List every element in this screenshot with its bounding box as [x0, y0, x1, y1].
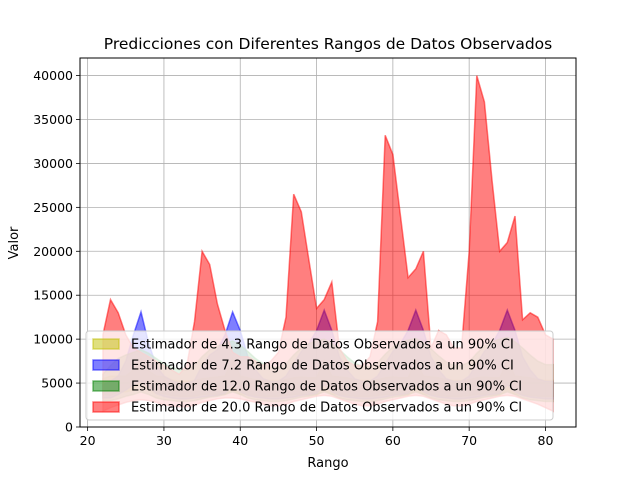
y-tick-label: 25000 [33, 200, 73, 215]
legend-label: Estimador de 12.0 Rango de Datos Observa… [131, 380, 522, 395]
y-tick-label: 30000 [33, 156, 73, 171]
legend-swatch [92, 380, 120, 392]
y-tick-label: 40000 [33, 68, 73, 83]
x-tick-label: 50 [309, 433, 325, 448]
x-tick-label: 20 [80, 433, 96, 448]
legend-label: Estimador de 4.3 Rango de Datos Observad… [131, 338, 514, 353]
legend-swatch [92, 401, 120, 413]
x-tick-label: 70 [461, 433, 477, 448]
legend: Estimador de 4.3 Rango de Datos Observad… [85, 330, 554, 421]
y-axis-title: Valor [7, 226, 22, 259]
legend-swatch [92, 338, 120, 350]
y-tick-label: 20000 [33, 244, 73, 259]
y-tick-label: 15000 [33, 288, 73, 303]
x-tick-label: 80 [538, 433, 554, 448]
x-axis-title: Rango [307, 456, 348, 471]
legend-swatch [92, 359, 120, 371]
x-tick-label: 40 [232, 433, 248, 448]
y-tick-label: 0 [65, 420, 73, 435]
plot-frame [79, 57, 577, 428]
legend-box [85, 330, 554, 421]
axis-ticks: 20 30 40 50 60 70 80 0 5000 10000 15000 20000 25000 3… [33, 68, 553, 448]
legend-label: Estimador de 20.0 Rango de Datos Observa… [131, 401, 522, 416]
y-tick-label: 5000 [41, 376, 73, 391]
chart-title: Predicciones con Diferentes Rangos de Da… [104, 35, 552, 53]
x-tick-label: 30 [156, 433, 172, 448]
legend-label: Estimador de 7.2 Rango de Datos Observad… [131, 359, 514, 374]
y-tick-label: 10000 [33, 332, 73, 347]
x-tick-label: 60 [385, 433, 401, 448]
y-tick-label: 35000 [33, 112, 73, 127]
